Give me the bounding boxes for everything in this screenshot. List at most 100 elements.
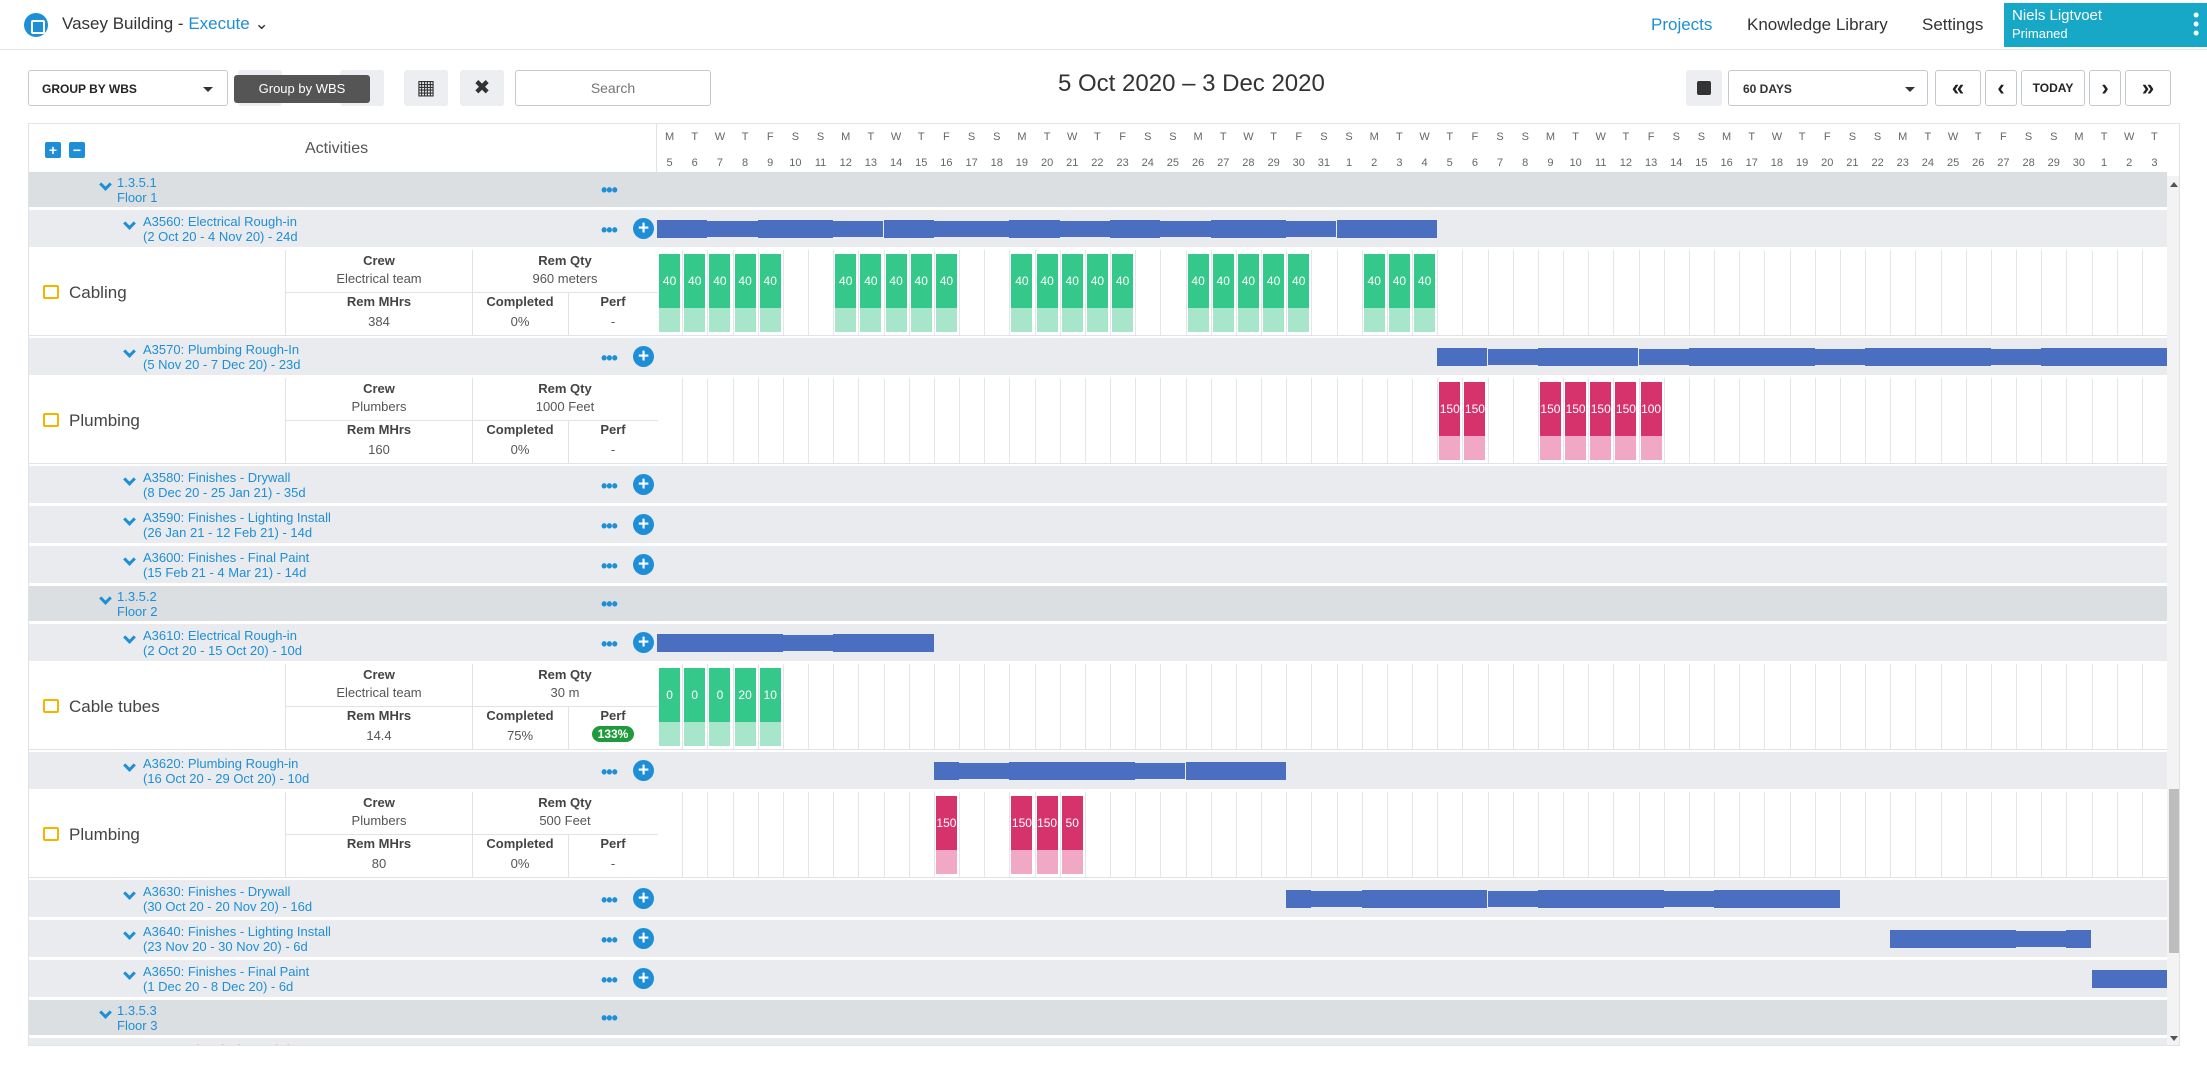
activity-label[interactable]: A3660: Electrical Rough-in(23 Nov 20 - 4… bbox=[143, 1042, 308, 1045]
export-excel-button[interactable]: ✖ bbox=[460, 70, 504, 106]
day-number: 3 bbox=[1396, 157, 1403, 169]
search-input[interactable] bbox=[515, 70, 711, 106]
chevron-down-icon[interactable] bbox=[123, 553, 136, 566]
activity-label[interactable]: A3610: Electrical Rough-in (2 Oct 20 - 15… bbox=[143, 628, 302, 658]
more-options-icon[interactable]: ••• bbox=[601, 762, 618, 782]
more-vertical-icon[interactable]: • • • bbox=[2193, 5, 2200, 43]
grid-line bbox=[908, 792, 910, 877]
note-icon[interactable] bbox=[43, 413, 59, 427]
nav-knowledge-library[interactable]: Knowledge Library bbox=[1747, 15, 1888, 34]
add-resource-icon[interactable]: + bbox=[633, 218, 654, 239]
chevron-down-icon[interactable] bbox=[123, 217, 136, 230]
activity-label[interactable]: A3580: Finishes - Drywall (8 Dec 20 - 25 … bbox=[143, 470, 306, 500]
chevron-down-icon[interactable] bbox=[123, 927, 136, 940]
activity-bar bbox=[1110, 220, 1161, 238]
chevron-down-icon[interactable] bbox=[99, 178, 112, 191]
activity-label[interactable]: A3630: Finishes - Drywall (30 Oct 20 - 20… bbox=[143, 884, 312, 914]
more-options-icon[interactable]: ••• bbox=[601, 180, 618, 200]
wbs-group-label[interactable]: 1.3.5.3 Floor 3 bbox=[117, 1003, 157, 1033]
nav-settings[interactable]: Settings bbox=[1922, 15, 1984, 34]
wbs-group-label[interactable]: 1.3.5.1 Floor 1 bbox=[117, 175, 157, 205]
user-menu[interactable]: Niels Ligtvoet Primaned • • • bbox=[2004, 3, 2207, 47]
today-button[interactable]: TODAY bbox=[2021, 70, 2085, 106]
add-resource-icon[interactable]: + bbox=[633, 346, 654, 367]
more-options-icon[interactable]: ••• bbox=[601, 594, 618, 614]
day-number: 20 bbox=[1040, 157, 1054, 169]
vertical-scrollbar[interactable] bbox=[2167, 176, 2179, 1045]
activity-label[interactable]: A3620: Plumbing Rough-in (16 Oct 20 - 29 … bbox=[143, 756, 309, 786]
date-picker-button[interactable] bbox=[1686, 70, 1722, 106]
activity-label[interactable]: A3650: Finishes - Final Paint (1 Dec 20 -… bbox=[143, 964, 309, 994]
grid-line bbox=[757, 378, 759, 463]
scroll-down-icon[interactable] bbox=[2170, 1036, 2178, 1041]
day-number: 26 bbox=[1972, 157, 1985, 169]
collapse-all-icon[interactable]: − bbox=[69, 142, 85, 158]
more-options-icon[interactable]: ••• bbox=[601, 556, 618, 576]
activity-label[interactable]: A3590: Finishes - Lighting Install (26 Ja… bbox=[143, 510, 331, 540]
more-options-icon[interactable]: ••• bbox=[601, 1008, 618, 1028]
chevron-down-icon[interactable] bbox=[123, 887, 136, 900]
activity-label[interactable]: A3640: Finishes - Lighting Install (23 No… bbox=[143, 924, 331, 954]
more-options-icon[interactable]: ••• bbox=[601, 516, 618, 536]
calendar-view-button[interactable]: ▦ bbox=[404, 70, 448, 106]
previous-button[interactable]: ‹ bbox=[1985, 70, 2017, 106]
grid-line bbox=[1185, 378, 1187, 463]
more-options-icon[interactable]: ••• bbox=[601, 930, 618, 950]
project-title[interactable]: Vasey Building - Execute ⌄ bbox=[62, 14, 269, 33]
nav-projects[interactable]: Projects bbox=[1651, 15, 1713, 34]
more-options-icon[interactable]: ••• bbox=[601, 970, 618, 990]
chevron-down-icon[interactable] bbox=[99, 592, 112, 605]
more-options-icon[interactable]: ••• bbox=[601, 220, 618, 240]
grid-line bbox=[2116, 250, 2118, 335]
note-icon[interactable] bbox=[43, 827, 59, 841]
grid-line bbox=[1839, 664, 1841, 749]
expand-all-icon[interactable]: + bbox=[45, 142, 61, 158]
day-column-header: S 11 bbox=[808, 124, 833, 176]
add-resource-icon[interactable]: + bbox=[633, 554, 654, 575]
chevron-down-icon[interactable] bbox=[123, 345, 136, 358]
resource-row: Cabling Crew Electrical team Rem Qty 960 met… bbox=[29, 250, 2167, 336]
chevron-down-icon[interactable] bbox=[123, 513, 136, 526]
scroll-up-icon[interactable] bbox=[2170, 182, 2178, 187]
jump-forward-button[interactable]: » bbox=[2125, 70, 2171, 106]
add-resource-icon[interactable]: + bbox=[633, 968, 654, 989]
more-options-icon[interactable]: ••• bbox=[601, 348, 618, 368]
chevron-down-icon[interactable] bbox=[123, 967, 136, 980]
add-resource-icon[interactable]: + bbox=[633, 760, 654, 781]
activity-label[interactable]: A3560: Electrical Rough-in (2 Oct 20 - 4 … bbox=[143, 214, 298, 244]
note-icon[interactable] bbox=[43, 285, 59, 299]
more-options-icon[interactable]: ••• bbox=[601, 890, 618, 910]
note-icon[interactable] bbox=[43, 699, 59, 713]
activity-label[interactable]: A3600: Finishes - Final Paint (15 Feb 21 … bbox=[143, 550, 309, 580]
activity-label[interactable]: A3570: Plumbing Rough-In (5 Nov 20 - 7 De… bbox=[143, 342, 301, 372]
chevron-down-icon[interactable] bbox=[123, 759, 136, 772]
jump-back-button[interactable]: « bbox=[1935, 70, 1981, 106]
add-resource-icon[interactable]: + bbox=[633, 632, 654, 653]
add-resource-icon[interactable]: + bbox=[633, 888, 654, 909]
chevron-down-icon[interactable] bbox=[123, 473, 136, 486]
more-options-icon[interactable]: ••• bbox=[601, 476, 618, 496]
wbs-group-label[interactable]: 1.3.5.2 Floor 2 bbox=[117, 589, 157, 619]
grid-line bbox=[1361, 250, 1363, 335]
more-options-icon[interactable]: ••• bbox=[601, 634, 618, 654]
chevron-down-icon[interactable] bbox=[99, 1006, 112, 1019]
group-by-select[interactable]: GROUP BY WBS bbox=[28, 70, 228, 106]
scrollbar-thumb[interactable] bbox=[2169, 789, 2179, 953]
crew-value: Plumbers bbox=[351, 399, 407, 414]
stats-divider bbox=[568, 706, 569, 750]
chevron-down-icon[interactable] bbox=[123, 631, 136, 644]
grid-line bbox=[1084, 250, 1086, 335]
add-resource-icon[interactable]: + bbox=[633, 474, 654, 495]
next-button[interactable]: › bbox=[2089, 70, 2121, 106]
wbs-name: Floor 2 bbox=[117, 604, 158, 619]
day-letter: T bbox=[917, 131, 925, 143]
add-resource-icon[interactable]: + bbox=[633, 928, 654, 949]
days-range-select[interactable]: 60 DAYS bbox=[1728, 70, 1928, 106]
rem-mhrs-value: 80 bbox=[371, 856, 387, 871]
activity-dates: (30 Oct 20 - 20 Nov 20) - 16d bbox=[143, 899, 313, 914]
grid-line bbox=[1361, 378, 1363, 463]
chevron-down-icon[interactable] bbox=[123, 1045, 136, 1046]
activity-name: A3570: Plumbing Rough-In bbox=[143, 342, 300, 357]
add-resource-icon[interactable]: + bbox=[633, 514, 654, 535]
app-logo-icon[interactable] bbox=[24, 13, 48, 37]
